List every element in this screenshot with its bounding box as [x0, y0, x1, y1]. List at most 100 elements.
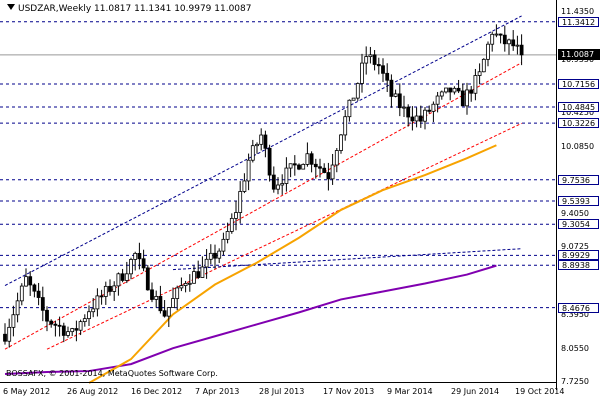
level-label: 10.4845: [558, 102, 599, 112]
candle-body: [116, 273, 121, 287]
candle-body: [360, 62, 364, 84]
candle-body: [45, 309, 49, 322]
level-label: 10.7156: [558, 79, 599, 90]
candle-body: [133, 252, 138, 260]
candle-body: [276, 184, 280, 190]
candle-body: [7, 326, 12, 342]
time-axis[interactable]: 6 May 2012 26 Aug 2012 16 Dec 2012 7 Apr 20…: [0, 382, 564, 400]
candle-body: [397, 93, 402, 109]
time-label: 7 Apr 2013: [195, 387, 240, 396]
candle-body: [213, 252, 217, 259]
time-label: 19 Oct 2014: [515, 387, 565, 396]
price-tick-label: 8.0550: [561, 343, 589, 353]
candle-body: [364, 56, 369, 64]
candle-body: [477, 71, 482, 76]
trendline-upper-channel: [4, 15, 522, 286]
candle-body: [313, 163, 318, 168]
level-label: 9.7536: [558, 174, 599, 185]
candle-body: [288, 163, 293, 169]
candle-body: [431, 103, 436, 112]
candle-body: [19, 285, 24, 302]
candle-body: [99, 295, 104, 298]
time-label: 28 Jul 2013: [259, 387, 305, 396]
candle-body: [53, 323, 58, 326]
candle-body: [49, 320, 54, 325]
candle-body: [402, 106, 406, 109]
candle-body: [259, 134, 264, 145]
candle-body: [284, 167, 289, 184]
candle-body: [423, 109, 427, 122]
dropdown-arrow-icon[interactable]: [7, 4, 15, 10]
price-tick-label: 11.4350: [561, 7, 595, 17]
candle-body: [158, 296, 163, 312]
candle-body: [326, 172, 331, 180]
candle-body: [343, 116, 348, 136]
candle-body: [448, 87, 453, 93]
candle-body: [494, 33, 499, 36]
candle-body: [444, 87, 448, 93]
candle-body: [129, 259, 133, 275]
candle-body: [393, 93, 398, 97]
candle-body: [502, 34, 507, 45]
level-label: 9.3054: [558, 219, 599, 230]
candle-body: [70, 328, 75, 333]
candle-body: [103, 285, 108, 297]
candle-body: [108, 285, 112, 292]
candle-body: [465, 89, 469, 107]
candle-body: [406, 106, 411, 118]
time-label: 17 Nov 2013: [323, 387, 375, 396]
candle-body: [57, 324, 62, 327]
candle-body: [271, 174, 276, 190]
candle-body: [460, 90, 465, 107]
candle-body: [339, 134, 343, 151]
candle-body: [95, 295, 100, 310]
ma-line-slow: [4, 264, 497, 376]
trendline-blue-lower: [172, 248, 522, 271]
candle-body: [36, 290, 41, 298]
level-label: 8.9929: [558, 250, 599, 261]
candle-body: [61, 325, 66, 336]
candle-body: [330, 164, 335, 180]
copyright-text: BOSSAFX, © 2001-2014, MetaQuotes Softwar…: [6, 369, 218, 378]
candle-body: [469, 89, 474, 94]
ma-line-fast: [88, 144, 497, 384]
candle-body: [179, 285, 184, 289]
candle-body: [372, 54, 377, 65]
candle-body: [175, 287, 180, 299]
candle-body: [238, 191, 243, 213]
candle-body: [263, 134, 268, 149]
candle-body: [87, 311, 91, 320]
candle-body: [519, 44, 524, 56]
price-tick-label: 9.0725: [561, 242, 589, 252]
candle-body: [347, 99, 352, 118]
price-tick-label: 7.7250: [561, 376, 589, 386]
candle-body: [439, 91, 444, 97]
candle-body: [511, 39, 516, 47]
candle-body: [234, 212, 238, 219]
candle-body: [91, 308, 96, 313]
price-axis[interactable]: 7.7250 8.0550 8.3950 9.0725 9.4050 10.0850 10.…: [556, 0, 600, 390]
candle-body: [414, 115, 419, 122]
candle-body: [217, 250, 222, 259]
trendline-red-support: [46, 122, 522, 350]
candle-body: [74, 328, 79, 331]
candle-body: [334, 150, 339, 166]
candle-body: [3, 333, 7, 342]
candle-body: [309, 153, 314, 165]
candle-body: [318, 166, 322, 169]
candle-body: [150, 289, 154, 300]
candle-body: [389, 79, 394, 97]
trendline-red-support-2: [4, 62, 522, 350]
candlesticks: [3, 24, 524, 348]
candle-body: [322, 167, 327, 173]
chart-header: USDZAR,Weekly 11.0817 11.1341 10.9979 11…: [7, 4, 251, 14]
candle-body: [120, 273, 125, 281]
candle-body: [200, 266, 205, 278]
candle-body: [183, 283, 188, 287]
candle-body: [481, 58, 486, 73]
candle-body: [280, 183, 285, 186]
candle-body: [229, 217, 234, 232]
candle-body: [196, 271, 201, 278]
